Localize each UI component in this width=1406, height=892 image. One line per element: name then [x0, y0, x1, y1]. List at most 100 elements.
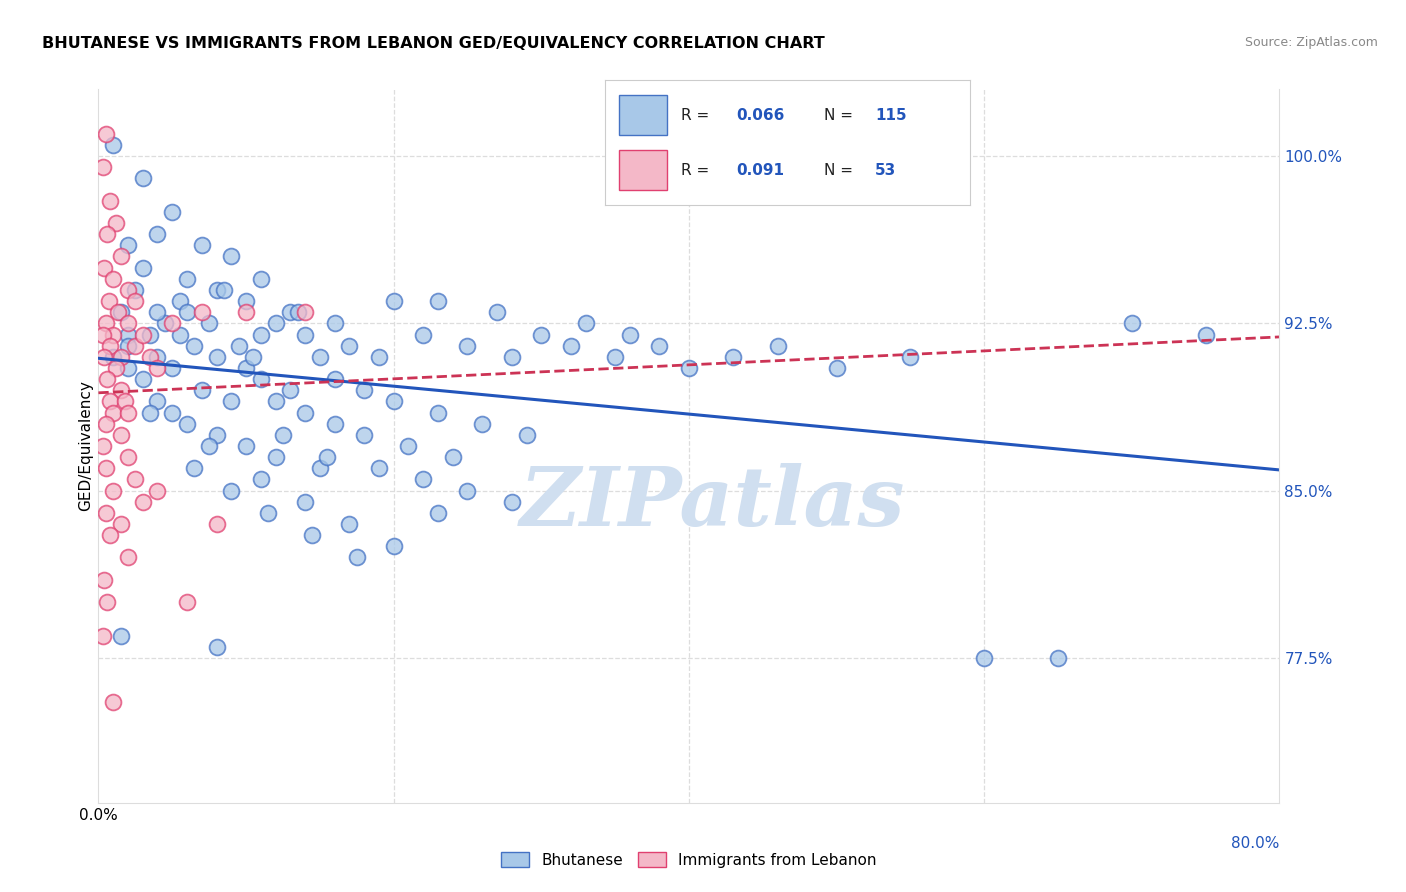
Point — [132, 260, 155, 275]
Point — [382, 539, 405, 553]
Point — [162, 316, 183, 330]
Point — [560, 338, 582, 352]
Point — [441, 450, 464, 464]
Point — [221, 249, 243, 263]
Point — [124, 338, 146, 352]
Point — [94, 316, 117, 330]
Text: BHUTANESE VS IMMIGRANTS FROM LEBANON GED/EQUIVALENCY CORRELATION CHART: BHUTANESE VS IMMIGRANTS FROM LEBANON GED… — [42, 36, 825, 51]
Point — [1046, 650, 1069, 665]
Point — [117, 238, 139, 252]
Point — [339, 516, 360, 531]
Point — [530, 327, 553, 342]
Point — [198, 316, 221, 330]
Point — [456, 338, 478, 352]
Point — [96, 595, 118, 609]
Point — [107, 305, 129, 319]
Point — [162, 204, 183, 219]
Point — [250, 271, 273, 285]
Point — [153, 316, 176, 330]
Point — [98, 338, 121, 352]
Point — [516, 427, 538, 442]
Bar — [619, 150, 666, 190]
Point — [146, 483, 169, 498]
Point — [91, 628, 114, 642]
Point — [1195, 327, 1218, 342]
Point — [183, 338, 205, 352]
Point — [427, 293, 450, 308]
Point — [98, 528, 121, 542]
Point — [973, 650, 995, 665]
Point — [117, 316, 139, 330]
Point — [176, 417, 198, 431]
Point — [94, 461, 117, 475]
Point — [278, 383, 302, 397]
Point — [427, 506, 450, 520]
Point — [205, 350, 228, 364]
Point — [271, 427, 294, 442]
Point — [191, 383, 214, 397]
Point — [235, 360, 257, 375]
Point — [368, 350, 391, 364]
Point — [110, 350, 132, 364]
Point — [235, 293, 257, 308]
Point — [382, 394, 405, 409]
Point — [146, 394, 169, 409]
Point — [103, 137, 125, 152]
Text: 80.0%: 80.0% — [1232, 836, 1279, 851]
Point — [353, 427, 375, 442]
Point — [605, 350, 627, 364]
Point — [257, 506, 280, 520]
Point — [169, 327, 191, 342]
Point — [91, 439, 114, 453]
Point — [648, 338, 671, 352]
Point — [323, 316, 346, 330]
Point — [198, 439, 221, 453]
Point — [117, 338, 139, 352]
Point — [235, 305, 257, 319]
Point — [132, 372, 155, 386]
Text: N =: N = — [824, 108, 853, 123]
Point — [176, 595, 198, 609]
Point — [93, 350, 115, 364]
Point — [501, 350, 523, 364]
Point — [212, 283, 235, 297]
Point — [103, 327, 125, 342]
Point — [205, 283, 228, 297]
Point — [250, 472, 273, 486]
Point — [110, 305, 132, 319]
Point — [132, 171, 155, 186]
Point — [235, 439, 257, 453]
Point — [471, 417, 494, 431]
Point — [146, 360, 169, 375]
Point — [103, 695, 125, 709]
Point — [103, 483, 125, 498]
Point — [117, 327, 139, 342]
Point — [105, 216, 128, 230]
Point — [117, 450, 139, 464]
Point — [183, 461, 205, 475]
Legend: Bhutanese, Immigrants from Lebanon: Bhutanese, Immigrants from Lebanon — [495, 846, 883, 873]
Point — [97, 293, 120, 308]
Point — [110, 249, 132, 263]
Point — [96, 227, 118, 241]
Point — [278, 305, 302, 319]
Text: ZIPatlas: ZIPatlas — [520, 463, 905, 543]
Point — [91, 161, 114, 175]
Point — [93, 260, 115, 275]
Point — [132, 494, 155, 508]
Point — [412, 327, 434, 342]
Text: R =: R = — [682, 162, 710, 178]
Point — [117, 550, 139, 565]
Point — [114, 394, 136, 409]
Point — [323, 372, 346, 386]
Point — [103, 350, 125, 364]
Point — [98, 394, 121, 409]
Point — [93, 573, 115, 587]
Point — [103, 271, 125, 285]
Point — [396, 439, 419, 453]
Point — [132, 327, 155, 342]
Point — [264, 394, 287, 409]
Point — [124, 472, 146, 486]
Point — [98, 194, 121, 208]
Point — [339, 338, 360, 352]
